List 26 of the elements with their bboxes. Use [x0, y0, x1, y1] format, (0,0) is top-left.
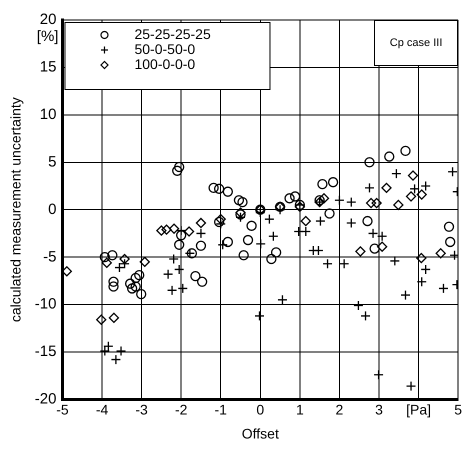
- legend-label: 100-0-0-0: [134, 56, 196, 72]
- x-tick-label: -2: [174, 402, 188, 418]
- x-tick-label: -4: [96, 402, 108, 418]
- x-tick-label: 5: [454, 402, 462, 418]
- x-tick-label: -1: [214, 402, 228, 418]
- y-tick-label: 10: [40, 106, 56, 123]
- y-tick-label: -10: [34, 296, 56, 313]
- y-axis-title: calculated measurement uncertainty: [7, 97, 24, 322]
- x-tick-label: 3: [375, 402, 384, 418]
- x-tick-label: -3: [135, 402, 148, 418]
- legend-label: 25-25-25-25: [134, 26, 211, 42]
- x-tick-label: 2: [336, 402, 344, 418]
- y-tick-label: -15: [34, 343, 56, 360]
- y-tick-label: 20: [40, 11, 56, 28]
- text: [%]: [36, 28, 58, 46]
- legend-label: 50-0-50-0: [134, 40, 196, 57]
- x-tick-label: 0: [256, 402, 264, 418]
- y-tick-label: -20: [34, 390, 56, 408]
- y-tick-label: 15: [40, 58, 56, 76]
- label-box: Cp case III: [374, 20, 458, 66]
- y-tick-label: 5: [48, 153, 56, 170]
- x-axis-title: Offset: [242, 425, 279, 442]
- x-tick-label: [Pa]: [406, 402, 431, 418]
- y-tick-label: 0: [48, 200, 56, 218]
- y-tick-label: -5: [43, 248, 56, 266]
- x-tick-label: 1: [296, 402, 304, 418]
